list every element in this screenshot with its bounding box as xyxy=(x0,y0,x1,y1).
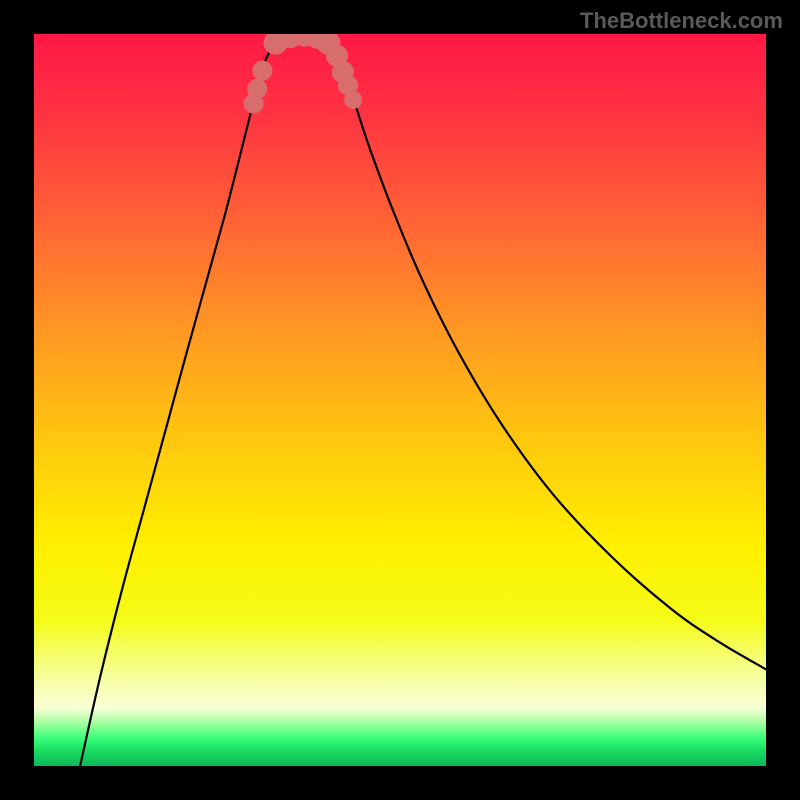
chart-container: TheBottleneck.com xyxy=(0,0,800,800)
marker-left-2 xyxy=(252,61,272,81)
marker-left-1 xyxy=(247,79,267,99)
watermark-label: TheBottleneck.com xyxy=(580,8,783,34)
curve-right xyxy=(301,34,766,669)
curve-left xyxy=(80,34,301,766)
marker-right-6 xyxy=(344,91,362,109)
chart-svg xyxy=(0,0,800,800)
